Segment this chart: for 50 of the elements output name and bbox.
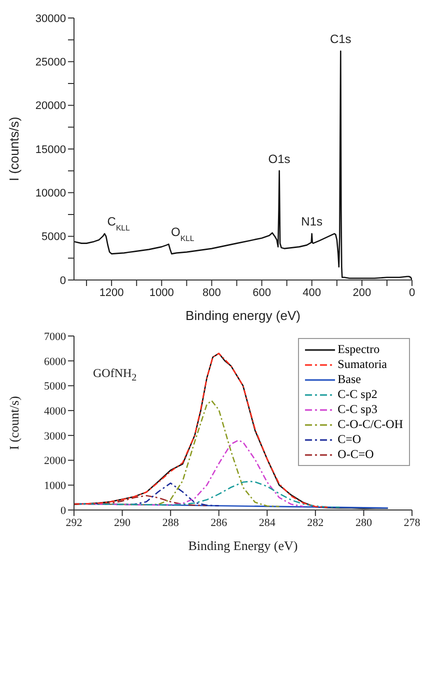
y-tick-label: 6000 xyxy=(44,356,66,368)
y-tick-label: 25000 xyxy=(35,56,66,69)
x-tick-label: 292 xyxy=(66,516,82,529)
annotation: GOfNH$_{2}$ xyxy=(93,366,137,384)
annotation: O$_{KLL}$ xyxy=(171,225,195,243)
x-tick-label: 600 xyxy=(252,286,271,299)
y-tick-label: 3000 xyxy=(44,430,66,442)
x-tick-label: 800 xyxy=(202,286,221,299)
y-tick-label: 0 xyxy=(60,274,66,287)
x-tick-label: 284 xyxy=(258,516,276,529)
line-series xyxy=(74,352,328,508)
legend-label: C=O xyxy=(338,432,362,447)
x-tick-label: 282 xyxy=(307,516,324,529)
y-tick-label: 10000 xyxy=(35,188,66,200)
x-tick-label: 1000 xyxy=(149,286,174,299)
annotation: C$_{KLL}$ xyxy=(107,214,130,232)
legend-label: C-C sp3 xyxy=(338,402,378,417)
x-tick-label: 200 xyxy=(352,286,372,299)
y-axis-title: I (count/s) xyxy=(6,396,22,450)
line-series xyxy=(74,480,340,508)
y-tick-label: 4000 xyxy=(44,405,66,418)
x-tick-label: 278 xyxy=(404,516,421,529)
y-axis-title: I (counts/s) xyxy=(6,116,22,182)
y-tick-label: 20000 xyxy=(35,100,66,112)
y-tick-label: 30000 xyxy=(35,12,66,25)
annotation: O1s xyxy=(268,152,290,166)
legend-label: Espectro xyxy=(338,342,380,357)
y-tick-label: 15000 xyxy=(35,144,66,156)
x-tick-label: 286 xyxy=(210,516,228,529)
x-tick-label: 288 xyxy=(162,516,180,529)
y-tick-label: 2000 xyxy=(44,455,66,468)
x-axis-title: Binding energy (eV) xyxy=(186,308,300,323)
x-tick-label: 280 xyxy=(355,516,372,529)
x-tick-label: 290 xyxy=(114,516,132,529)
y-tick-label: 1000 xyxy=(44,480,66,492)
x-tick-label: 0 xyxy=(408,286,416,299)
legend-label: C-O-C/C-OH xyxy=(338,417,403,432)
legend-label: Base xyxy=(338,372,361,387)
y-tick-label: 5000 xyxy=(44,380,66,393)
x-tick-label: 1200 xyxy=(99,286,124,299)
x-tick-label: 400 xyxy=(302,286,322,299)
y-tick-label: 5000 xyxy=(42,231,66,244)
y-tick-label: 7000 xyxy=(44,330,66,343)
annotation: N1s xyxy=(301,214,323,229)
legend-label: Sumatoria xyxy=(338,357,387,372)
annotation: C1s xyxy=(330,32,352,46)
legend-label: O-C=O xyxy=(338,447,374,462)
x-axis-title: Binding Energy (eV) xyxy=(188,538,298,553)
legend-label: C-C sp2 xyxy=(338,387,378,402)
y-tick-label: 0 xyxy=(60,504,66,517)
